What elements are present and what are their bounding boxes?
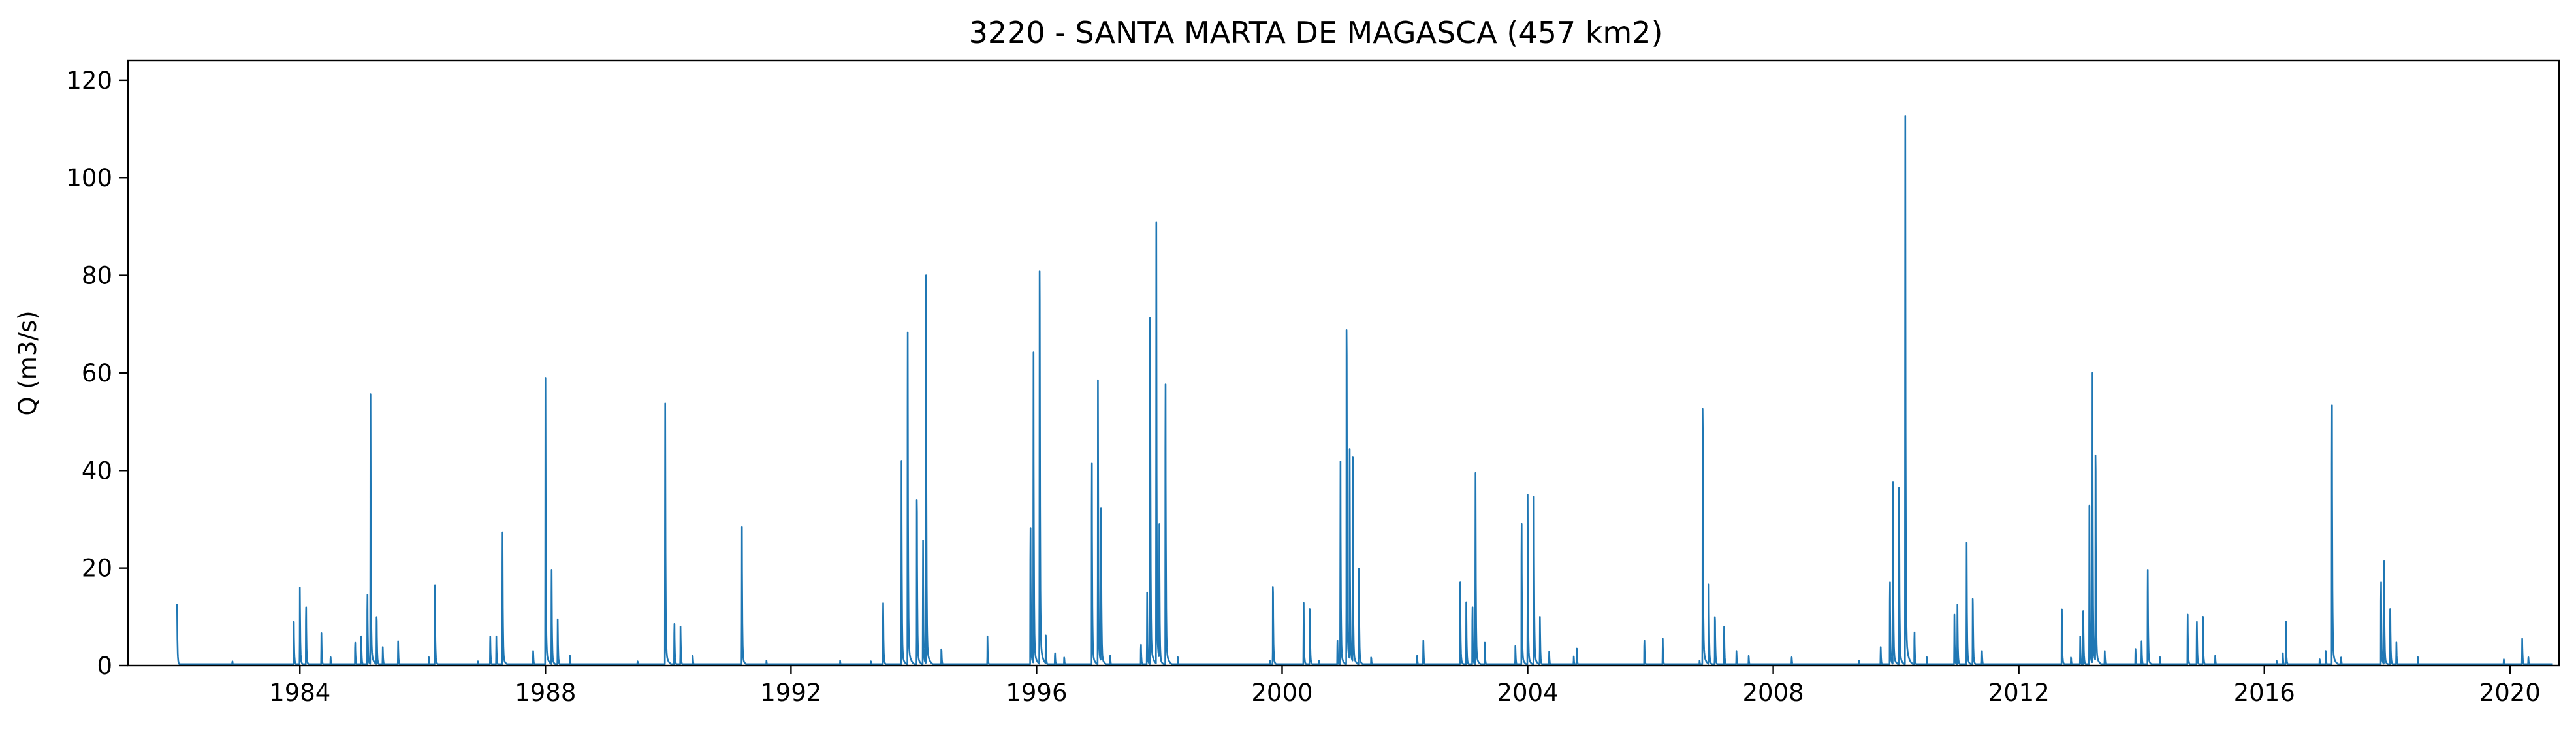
series-line <box>176 115 2554 666</box>
y-tick-label: 60 <box>82 359 112 387</box>
plot-frame <box>127 59 2560 667</box>
y-tick-label: 40 <box>82 457 112 485</box>
x-tick-label: 1984 <box>269 679 330 707</box>
x-tick-label: 2008 <box>1743 679 1804 707</box>
y-tick-label: 120 <box>66 67 112 95</box>
x-tick-label: 2004 <box>1497 679 1558 707</box>
y-axis-label: Q (m3/s) <box>14 310 42 415</box>
x-tick-label: 1988 <box>515 679 576 707</box>
chart-title: 3220 - SANTA MARTA DE MAGASCA (457 km2) <box>969 15 1663 50</box>
x-axis: 1984 1988 1992 1996 2000 2004 2008 2012 2016 2020 <box>269 666 2541 707</box>
y-axis: 0 20 40 60 80 100 120 <box>66 67 128 680</box>
x-tick-label: 1996 <box>1006 679 1067 707</box>
x-tick-label: 2000 <box>1251 679 1312 707</box>
y-tick-label: 0 <box>97 652 112 680</box>
x-tick-label: 2012 <box>1988 679 2050 707</box>
y-tick-label: 20 <box>82 555 112 583</box>
x-tick-label: 2020 <box>2479 679 2541 707</box>
plot-area <box>127 59 2560 667</box>
x-tick-label: 1992 <box>760 679 821 707</box>
y-tick-label: 80 <box>82 262 112 290</box>
y-tick-label: 100 <box>66 164 112 192</box>
x-tick-label: 2016 <box>2234 679 2295 707</box>
